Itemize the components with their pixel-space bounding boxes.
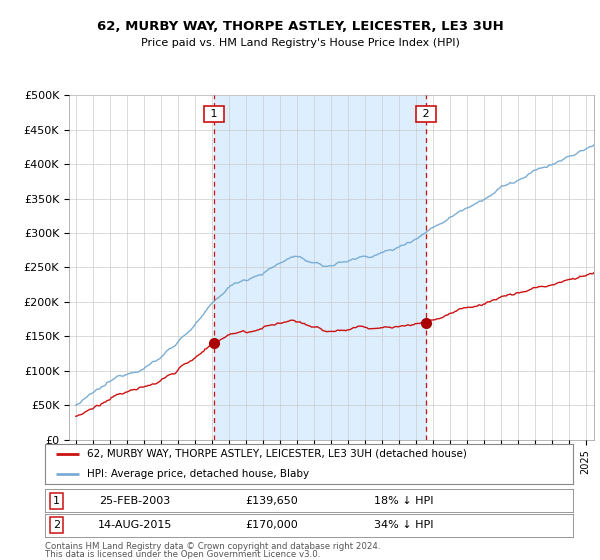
- Text: This data is licensed under the Open Government Licence v3.0.: This data is licensed under the Open Gov…: [45, 550, 320, 559]
- Text: £170,000: £170,000: [245, 520, 298, 530]
- Text: 2: 2: [53, 520, 60, 530]
- Text: 18% ↓ HPI: 18% ↓ HPI: [374, 496, 434, 506]
- Text: 1: 1: [207, 109, 221, 119]
- Text: Contains HM Land Registry data © Crown copyright and database right 2024.: Contains HM Land Registry data © Crown c…: [45, 542, 380, 550]
- Text: HPI: Average price, detached house, Blaby: HPI: Average price, detached house, Blab…: [87, 469, 310, 479]
- Text: 62, MURBY WAY, THORPE ASTLEY, LEICESTER, LE3 3UH (detached house): 62, MURBY WAY, THORPE ASTLEY, LEICESTER,…: [87, 449, 467, 459]
- Text: Price paid vs. HM Land Registry's House Price Index (HPI): Price paid vs. HM Land Registry's House …: [140, 38, 460, 48]
- Text: 2: 2: [419, 109, 433, 119]
- Text: 1: 1: [53, 496, 60, 506]
- Text: 62, MURBY WAY, THORPE ASTLEY, LEICESTER, LE3 3UH: 62, MURBY WAY, THORPE ASTLEY, LEICESTER,…: [97, 20, 503, 32]
- Text: 25-FEB-2003: 25-FEB-2003: [99, 496, 170, 506]
- Text: 34% ↓ HPI: 34% ↓ HPI: [374, 520, 434, 530]
- Bar: [214, 95, 426, 440]
- Text: £139,650: £139,650: [245, 496, 298, 506]
- Text: 14-AUG-2015: 14-AUG-2015: [98, 520, 172, 530]
